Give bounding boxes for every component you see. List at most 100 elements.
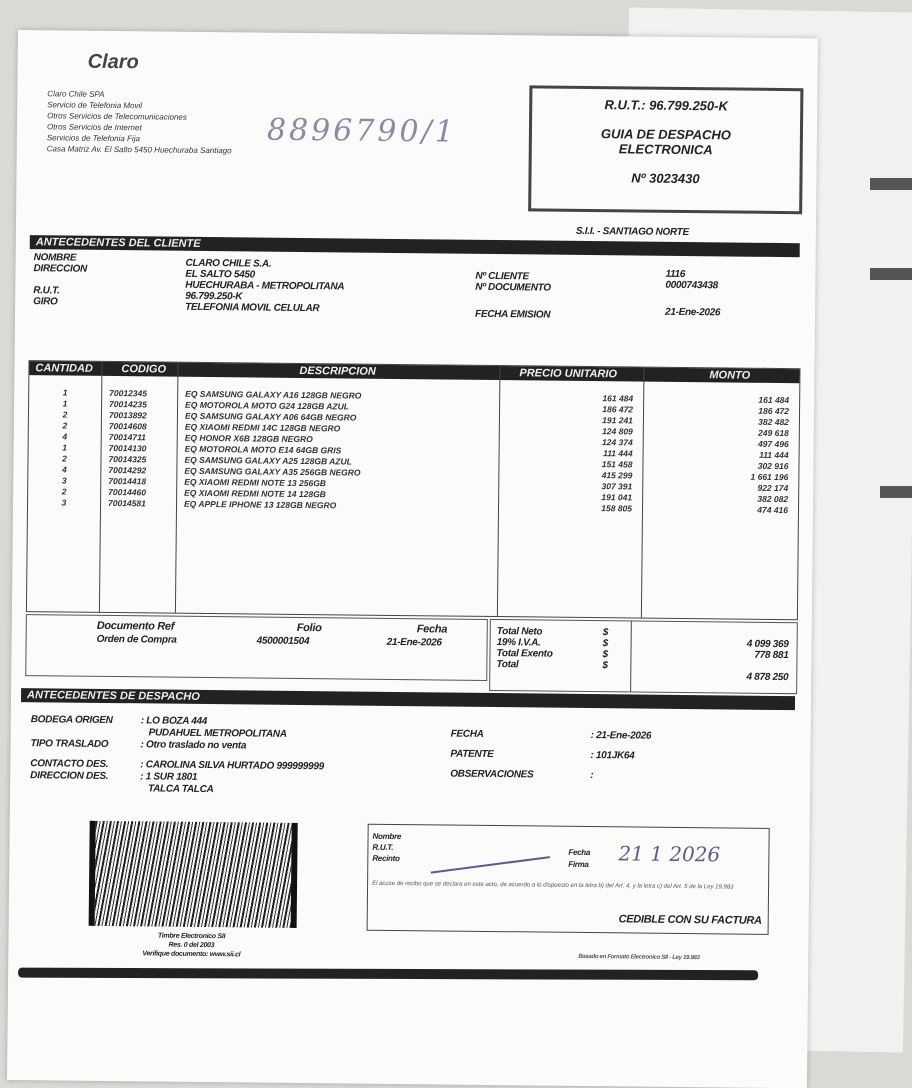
currency: $ — [602, 649, 607, 660]
dispatch-guide-document: Claro Claro Chile SPA Servicio de Telefo… — [7, 30, 818, 1088]
label: Recinto — [372, 853, 401, 864]
column-divider — [641, 368, 645, 618]
cedible-stamp: CEDIBLE CON SU FACTURA — [619, 913, 762, 926]
handwritten-signature — [427, 826, 550, 873]
item-code: 70012345 — [109, 388, 175, 400]
item-code: 70014130 — [109, 443, 175, 455]
value: Otro traslado no venta — [146, 739, 246, 751]
client-right-labels: Nº CLIENTE Nº DOCUMENTO FECHA EMISION — [475, 271, 551, 321]
claro-logo: Claro — [88, 51, 139, 75]
label: NOMBRE — [34, 252, 88, 264]
currency: $ — [603, 627, 608, 638]
dispatch-left: BODEGA ORIGEN: LO BOZA 444 PUDAHUEL METR… — [30, 714, 324, 797]
item-quantity: 3 — [34, 475, 94, 487]
document-title: ELECTRONICA — [532, 140, 800, 158]
label: 19% I.V.A. — [497, 637, 553, 649]
receipt-box: Nombre R.U.T. Recinto Fecha Firma 21 1 2… — [367, 824, 770, 935]
background-bar — [870, 178, 912, 190]
background-bar — [870, 268, 912, 280]
label: PATENTE — [450, 745, 590, 766]
items-table: CANTIDAD CODIGO DESCRIPCION PRECIO UNITA… — [26, 360, 801, 620]
item-quantity: 1 — [35, 387, 95, 399]
column-divider — [99, 362, 103, 612]
legal-text: El acuse de recibo que se declara en est… — [372, 881, 752, 892]
item-code: 70014235 — [109, 399, 175, 411]
currency: $ — [603, 638, 608, 649]
label: FECHA — [451, 725, 591, 746]
ref-header: Folio — [297, 622, 322, 634]
document-id-box: R.U.T.: 96.799.250-K GUIA DE DESPACHO EL… — [528, 85, 803, 214]
value: 101JK64 — [596, 750, 635, 761]
background-bar — [880, 486, 912, 498]
value: 1116 — [665, 269, 720, 281]
ref-type: Orden de Compra — [97, 634, 177, 646]
column-divider — [630, 621, 632, 691]
totals-values: 4 099 369 778 881 4 878 250 — [746, 639, 788, 683]
label: Total — [496, 659, 552, 671]
label: GIRO — [33, 296, 87, 308]
footer-note: Basado en Formato Electronico SII - Ley … — [578, 954, 699, 961]
value: CAROLINA SILVA HURTADO 999999999 — [146, 759, 324, 772]
currency-column: $ $ $ $ — [602, 627, 608, 671]
item-description: EQ APPLE IPHONE 13 128GB NEGRO — [184, 499, 484, 513]
item-code: 70014418 — [108, 476, 174, 488]
column-divider — [497, 366, 501, 616]
client-values: CLARO CHILE S.A. EL SALTO 5450 HUECHURAB… — [185, 258, 344, 315]
ref-header: Fecha — [417, 623, 447, 635]
item-quantity: 2 — [35, 409, 95, 421]
item-code: 70014460 — [108, 487, 174, 499]
label: DIRECCION — [33, 263, 87, 275]
client-labels: NOMBRE DIRECCION R.U.T. GIRO — [33, 252, 87, 308]
label: FECHA EMISION — [475, 309, 551, 321]
item-code: 70014325 — [108, 454, 174, 466]
label: R.U.T. — [372, 842, 401, 853]
document-number: Nº 3023430 — [531, 169, 799, 187]
label: DIRECCION DES. — [30, 770, 140, 783]
caption: Verifique documento: www.sii.cl — [126, 949, 256, 959]
issuer-rut: R.U.T.: 96.799.250-K — [532, 96, 800, 114]
totals-labels: Total Neto 19% I.V.A. Total Exento Total — [496, 626, 553, 671]
label: R.U.T. — [33, 285, 87, 297]
item-quantity: 2 — [34, 486, 94, 498]
item-amount: 474 416 — [648, 504, 788, 516]
currency: $ — [602, 660, 607, 671]
items-header: CANTIDAD CODIGO DESCRIPCION PRECIO UNITA… — [29, 361, 799, 383]
handwritten-date: 21 1 2026 — [618, 841, 720, 866]
item-quantity: 1 — [35, 398, 95, 410]
header-codigo: CODIGO — [121, 362, 166, 376]
header-precio: PRECIO UNITARIO — [519, 366, 617, 381]
issuer-info: Claro Chile SPA Servicio de Telefonia Mo… — [47, 88, 233, 156]
value: 1 SUR 1801 — [146, 771, 198, 783]
item-code: 70014608 — [109, 421, 175, 433]
issuer-line: Casa Matriz Av. El Salto 5450 Huechuraba… — [47, 143, 232, 156]
item-code: 70014292 — [108, 465, 174, 477]
item-unit-price: 158 805 — [508, 502, 632, 514]
label: Nombre — [373, 831, 402, 842]
total: 4 878 250 — [746, 672, 788, 683]
item-quantity: 4 — [34, 464, 94, 476]
label: TIPO TRASLADO — [30, 738, 140, 751]
item-code: 70014711 — [109, 432, 175, 444]
label: OBSERVACIONES — [450, 765, 590, 786]
value: TELEFONIA MOVIL CELULAR — [185, 302, 344, 315]
receipt-date-labels: Fecha Firma — [568, 847, 590, 871]
client-right-values: 1116 0000743438 21-Ene-2026 — [665, 269, 721, 319]
value: 21-Ene-2026 — [596, 730, 651, 742]
total-exento — [747, 661, 789, 672]
ref-date: 21-Ene-2026 — [387, 637, 442, 649]
client-section-header: ANTECEDENTES DEL CLIENTE — [30, 235, 800, 257]
header-monto: MONTO — [709, 368, 750, 382]
column-divider — [175, 363, 179, 613]
item-quantity: 4 — [35, 431, 95, 443]
value: LO BOZA 444 — [146, 715, 207, 727]
label: Total Neto — [497, 626, 553, 638]
total-neto: 4 099 369 — [747, 639, 789, 650]
totals-box: Total Neto 19% I.V.A. Total Exento Total… — [489, 619, 798, 694]
item-code: 70013892 — [109, 410, 175, 422]
label: Nº CLIENTE — [475, 271, 551, 283]
value: 21-Ene-2026 — [665, 307, 720, 319]
item-quantity: 3 — [34, 497, 94, 509]
item-quantity: 1 — [35, 442, 95, 454]
ref-header: Documento Ref — [97, 620, 175, 633]
total-iva: 778 881 — [747, 650, 789, 661]
